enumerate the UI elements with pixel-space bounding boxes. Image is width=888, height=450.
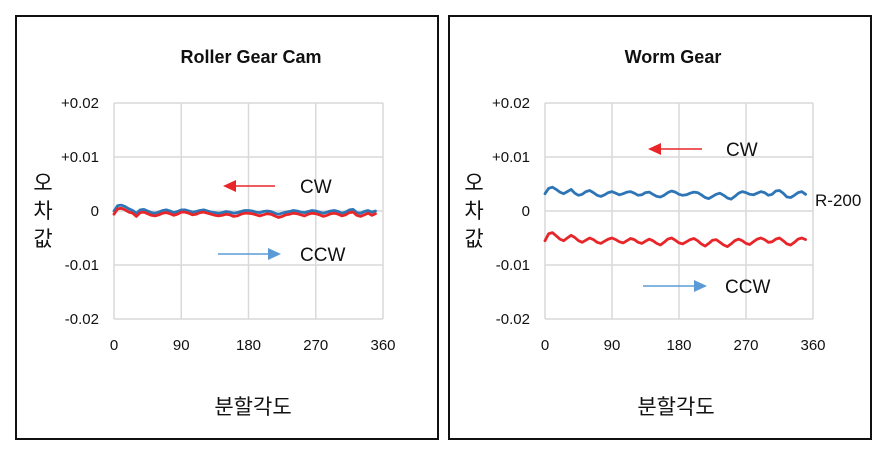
chart-panel-worm-gear: Worm Gear +0.02 +0.01 0 -0.01 -0.02 0 90 180 27…: [448, 15, 872, 440]
x-tick-labels: 0 90 180 270 360: [110, 337, 396, 354]
chart-panel-roller-gear-cam: Roller Gear Cam +0.02 +0.01 0 -0.01 -0.02 0 9…: [15, 15, 439, 440]
y-tick-label: -0.01: [65, 257, 99, 274]
x-tick-label: 270: [303, 337, 328, 354]
series-line-red: [112, 206, 377, 219]
ccw-annotation: CCW: [643, 277, 770, 298]
y-axis-label-char: 오: [33, 171, 52, 195]
y-tick-label: 0: [91, 203, 99, 220]
y-axis-label-char: 차: [464, 199, 483, 223]
cw-arrow-head: [223, 180, 236, 192]
y-tick-label: -0.01: [496, 257, 530, 274]
chart-title: Worm Gear: [625, 47, 722, 67]
y-axis-label-char: 오: [464, 171, 483, 195]
ccw-arrow-head: [694, 280, 707, 292]
x-tick-label: 180: [236, 337, 261, 354]
cw-arrow-head: [648, 143, 661, 155]
cw-label: CW: [726, 140, 758, 161]
x-tick-label: 360: [800, 337, 825, 354]
series-line-blue: [543, 185, 808, 201]
cw-annotation: CW: [648, 140, 758, 161]
x-axis-label: 분할각도: [637, 395, 714, 419]
x-tick-label: 90: [604, 337, 621, 354]
y-tick-label: +0.02: [492, 95, 530, 112]
y-tick-label: 0: [522, 203, 530, 220]
x-tick-label: 180: [666, 337, 691, 354]
y-axis-label-char: 차: [33, 199, 52, 223]
y-tick-labels: +0.02 +0.01 0 -0.01 -0.02: [492, 95, 530, 328]
series-line-red: [543, 231, 808, 249]
y-tick-label: -0.02: [65, 311, 99, 328]
x-tick-label: 360: [370, 337, 395, 354]
y-tick-label: -0.02: [496, 311, 530, 328]
x-tick-label: 0: [541, 337, 549, 354]
ccw-arrow-head: [268, 248, 281, 260]
ccw-label: CCW: [725, 277, 770, 298]
y-axis-label-char: 값: [464, 227, 483, 251]
chart-svg-left: Roller Gear Cam +0.02 +0.01 0 -0.01 -0.02 0 9…: [33, 47, 396, 419]
series-line-blue: [112, 203, 377, 216]
y-axis-label: 오차값: [464, 171, 483, 251]
ccw-annotation: CCW: [218, 245, 345, 266]
grid: [544, 102, 814, 320]
series-group: [543, 185, 808, 249]
chart-svg-right: Worm Gear +0.02 +0.01 0 -0.01 -0.02 0 90 180 27…: [464, 47, 861, 419]
x-tick-label: 90: [173, 337, 190, 354]
y-axis-label: 오차값: [33, 171, 52, 251]
series-group: [112, 203, 377, 219]
x-tick-label: 270: [733, 337, 758, 354]
y-tick-label: +0.01: [61, 149, 99, 166]
cw-annotation: CW: [223, 177, 332, 198]
y-tick-label: +0.02: [61, 95, 99, 112]
y-tick-label: +0.01: [492, 149, 530, 166]
x-axis-label: 분할각도: [214, 395, 291, 419]
x-tick-labels: 0 90 180 270 360: [541, 337, 826, 354]
y-axis-label-char: 값: [33, 227, 52, 251]
y-tick-labels: +0.02 +0.01 0 -0.01 -0.02: [61, 95, 99, 328]
ccw-label: CCW: [300, 245, 345, 266]
series-label-r200: R-200: [815, 191, 861, 210]
x-tick-label: 0: [110, 337, 118, 354]
chart-title: Roller Gear Cam: [180, 47, 321, 67]
cw-label: CW: [300, 177, 332, 198]
